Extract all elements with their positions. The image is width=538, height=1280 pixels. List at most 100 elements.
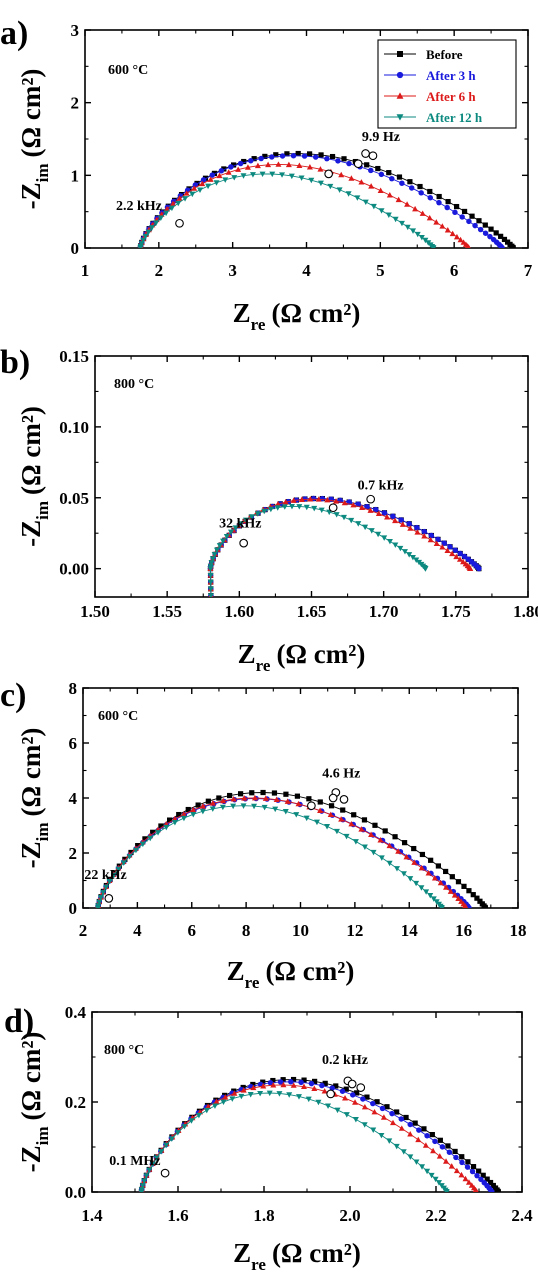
data-point: [378, 171, 385, 178]
data-point: [232, 525, 239, 531]
data-point: [153, 220, 160, 226]
data-point: [398, 1125, 405, 1131]
data-point: [427, 893, 434, 899]
data-point: [361, 844, 368, 850]
data-point: [424, 1168, 431, 1175]
data-point: [343, 1086, 349, 1092]
data-point: [488, 226, 494, 232]
data-point: [364, 503, 370, 510]
data-point: [453, 203, 460, 210]
data-point: [444, 227, 451, 233]
data-point: [421, 1126, 427, 1132]
data-point: [449, 550, 456, 557]
data-point: [274, 501, 281, 507]
data-point: [305, 1096, 312, 1103]
series-after-3-h: [207, 495, 482, 597]
data-point: [421, 533, 428, 539]
data-point: [482, 230, 489, 236]
x-tick-label: 1: [81, 261, 90, 280]
data-point: [432, 1176, 439, 1183]
data-point: [149, 1161, 156, 1168]
series-after-12-h: [94, 803, 445, 908]
data-point: [282, 498, 289, 505]
data-point: [386, 170, 392, 176]
frequency-annotation: 2.2 kHz: [116, 199, 162, 214]
data-point: [341, 514, 347, 521]
data-point: [466, 218, 472, 225]
data-point: [436, 1153, 443, 1159]
data-point: [276, 1091, 283, 1097]
data-point: [185, 806, 191, 813]
data-point: [426, 214, 433, 221]
y-tick-label: 8: [69, 679, 78, 698]
data-point: [449, 874, 455, 880]
data-point: [407, 1131, 414, 1137]
data-point: [163, 206, 170, 212]
data-point: [110, 872, 117, 879]
data-point: [431, 875, 438, 881]
data-point: [157, 215, 164, 221]
data-point: [333, 1083, 339, 1089]
data-point: [273, 796, 280, 802]
data-point: [498, 233, 504, 239]
data-point: [457, 550, 463, 557]
data-point: [211, 1103, 218, 1109]
data-point: [327, 811, 334, 818]
data-point: [203, 1107, 210, 1114]
data-point: [207, 176, 214, 182]
y-tick-label: 2: [69, 844, 78, 863]
series-after-3-h: [138, 1079, 495, 1192]
x-tick-label: 2: [79, 921, 88, 940]
data-point: [430, 1147, 437, 1154]
data-point: [296, 1094, 302, 1100]
data-point: [355, 521, 362, 527]
data-point: [103, 884, 110, 891]
data-point: [352, 839, 359, 845]
data-point: [205, 1103, 212, 1109]
data-point: [139, 1183, 146, 1189]
data-point: [251, 803, 258, 810]
data-point: [261, 804, 268, 811]
data-point: [260, 789, 266, 796]
data-point: [444, 204, 450, 211]
x-tick-label: 1.6: [167, 1206, 188, 1225]
data-point: [418, 864, 425, 871]
x-tick-label: 1.55: [152, 602, 182, 621]
data-point: [303, 815, 310, 822]
x-tick-label: 1.65: [297, 602, 327, 621]
x-tick-label: 3: [228, 261, 237, 280]
data-point: [208, 560, 215, 566]
data-point: [298, 175, 305, 181]
data-point: [138, 1187, 145, 1192]
series-after-12-h: [137, 171, 437, 248]
data-point: [249, 172, 256, 178]
data-point: [403, 853, 410, 860]
data-point: [354, 1090, 360, 1096]
data-point: [380, 1114, 387, 1120]
frequency-marker: [307, 801, 316, 811]
data-point: [375, 531, 382, 538]
data-point: [261, 508, 268, 515]
data-point: [379, 1105, 386, 1112]
series-line: [139, 155, 503, 248]
data-point: [122, 856, 128, 862]
data-point: [459, 214, 465, 220]
data-point: [237, 521, 244, 527]
y-tick-label: 0.4: [65, 1003, 87, 1022]
data-point: [207, 593, 214, 597]
data-point: [482, 905, 488, 908]
frequency-marker: [339, 795, 349, 804]
data-point: [290, 1076, 297, 1083]
series-line: [141, 1079, 499, 1192]
data-point: [190, 812, 197, 818]
data-point: [322, 1080, 328, 1086]
data-point: [355, 501, 361, 507]
data-point: [209, 556, 216, 562]
data-point: [240, 803, 247, 809]
data-point: [300, 1083, 307, 1090]
data-point: [301, 1077, 307, 1083]
data-area: [137, 149, 516, 248]
data-point: [394, 866, 400, 872]
data-point: [150, 829, 156, 835]
frequency-marker: [104, 894, 114, 903]
